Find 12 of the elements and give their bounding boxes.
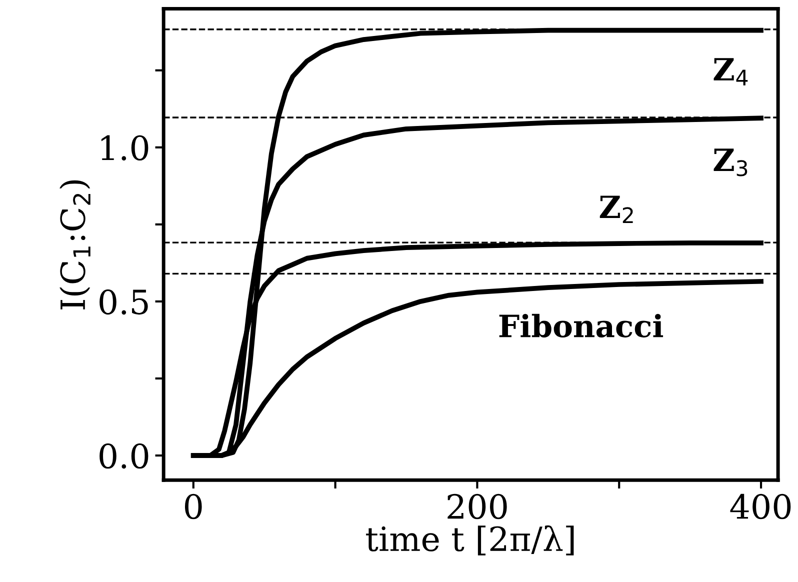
y-tick-label: 1.0 xyxy=(101,135,148,161)
series-label: Z$_{4}$ xyxy=(714,58,748,86)
y-tick-label: 0.5 xyxy=(100,289,148,315)
series-label: Z$_{3}$ xyxy=(714,148,748,176)
series-label: Z$_{2}$ xyxy=(600,196,633,223)
series-label: Fibonacci xyxy=(499,314,664,338)
y-tick-label: 0.0 xyxy=(100,443,148,469)
y-axis-title: I(C$_{1}$:C$_{2}$) xyxy=(60,180,90,310)
x-tick-label: 400 xyxy=(730,494,791,520)
x-axis-title: time t [2π/λ] xyxy=(366,525,574,556)
x-tick-label: 200 xyxy=(448,494,507,520)
x-tick-label: 0 xyxy=(184,494,202,520)
